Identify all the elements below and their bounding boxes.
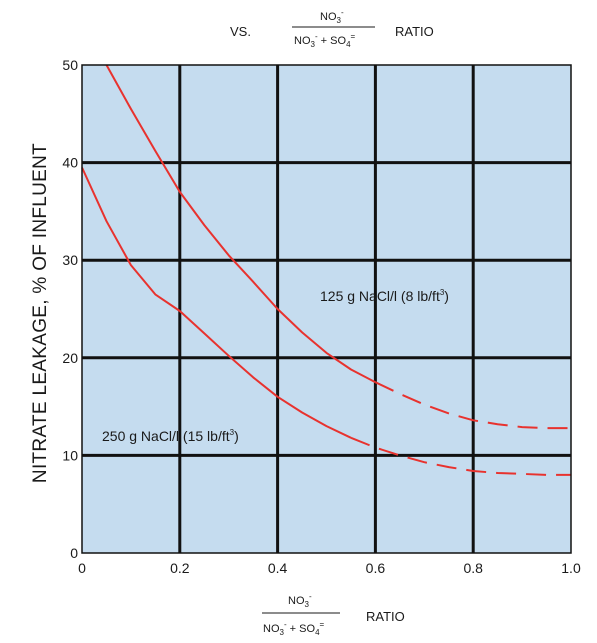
series-1-solid-line xyxy=(81,167,352,439)
x-tick-label-2: 0.4 xyxy=(268,560,288,576)
series-1-dashed-line xyxy=(350,436,571,476)
title-numerator: NO3- xyxy=(320,8,344,25)
y-tick-label-3: 30 xyxy=(62,252,78,268)
y-tick-label-5: 50 xyxy=(62,57,78,73)
series-label-125: 125 g NaCl/l (8 lb/ft3) xyxy=(320,288,449,304)
y-axis-label: NITRATE LEAKAGE, % OF INFLUENT xyxy=(30,143,51,483)
x-tick-label-4: 0.8 xyxy=(463,560,483,576)
title-denominator: NO3- + SO4= xyxy=(294,32,356,49)
xlabel-numerator: NO3- xyxy=(288,592,312,609)
y-tick-label-1: 10 xyxy=(62,447,78,463)
y-tick-label-4: 40 xyxy=(62,155,78,171)
title-suffix: RATIO xyxy=(395,24,434,39)
xlabel-suffix: RATIO xyxy=(366,609,405,624)
grid-lines xyxy=(82,65,571,553)
x-tick-labels: 0 0.2 0.4 0.6 0.8 1.0 xyxy=(78,560,581,576)
x-tick-label-3: 0.6 xyxy=(366,560,386,576)
series-0-solid-line xyxy=(105,64,376,384)
y-tick-label-2: 20 xyxy=(62,350,78,366)
series-0-dashed-line xyxy=(374,381,571,430)
title-prefix: VS. xyxy=(230,24,251,39)
plot-area xyxy=(82,65,571,553)
curves xyxy=(81,64,571,476)
y-tick-labels: 0 10 20 30 40 50 xyxy=(62,57,78,561)
x-axis-label: NO3- NO3- + SO4= RATIO xyxy=(262,592,405,637)
y-tick-label-0: 0 xyxy=(70,545,78,561)
x-tick-label-0: 0 xyxy=(78,560,86,576)
series-label-250: 250 g NaCl/l (15 lb/ft3) xyxy=(102,428,239,444)
chart-title: VS. NO3- NO3- + SO4= RATIO xyxy=(230,8,434,49)
xlabel-denominator: NO3- + SO4= xyxy=(263,620,325,637)
x-tick-label-5: 1.0 xyxy=(561,560,581,576)
x-tick-label-1: 0.2 xyxy=(170,560,190,576)
plot-frame xyxy=(81,64,572,554)
